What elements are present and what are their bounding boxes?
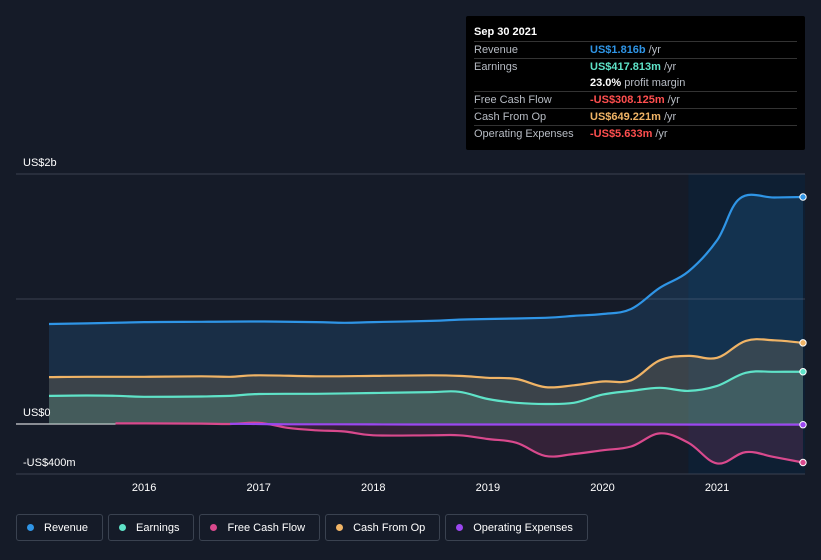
y-label-top: US$2b	[23, 157, 57, 169]
legend-label: Cash From Op	[353, 521, 426, 534]
tooltip-panel: Sep 30 2021 Revenue US$1.816b/yr Earnings U…	[466, 16, 805, 150]
revenue-area	[49, 194, 803, 424]
tooltip-row: Earnings US$417.813m/yr	[474, 58, 797, 75]
earnings-line	[48, 370, 804, 406]
tooltip-row-name: Revenue	[474, 44, 519, 56]
free-cash-flow-line	[115, 421, 804, 465]
x-tick-label: 2021	[705, 482, 729, 494]
tooltip-row-name: Free Cash Flow	[474, 94, 552, 106]
tooltip-row: Operating Expenses -US$5.633m/yr	[474, 125, 797, 142]
cash-from-op-line	[48, 338, 804, 389]
tooltip-row-unit: /yr	[667, 94, 680, 106]
earnings-end-point[interactable]	[799, 368, 807, 376]
legend: Revenue Earnings Free Cash Flow Cash From O…	[16, 514, 588, 541]
tooltip-row-name: Cash From Op	[474, 111, 547, 123]
legend-label: Earnings	[136, 521, 180, 534]
tooltip-row-unit: /yr	[663, 111, 677, 123]
earnings-area	[49, 371, 803, 424]
tooltip-row: Revenue US$1.816b/yr	[474, 41, 797, 58]
tooltip-row: 23.0% profit margin	[474, 75, 797, 91]
legend-item-revenue[interactable]: Revenue	[16, 514, 104, 541]
operating-expenses-end-point[interactable]	[799, 421, 807, 429]
tooltip-row-name	[474, 75, 590, 91]
x-tick-label: 2020	[590, 482, 614, 494]
tooltip-row: Free Cash Flow -US$308.125m/yr	[474, 91, 797, 108]
operating-expenses-line	[230, 422, 804, 426]
tooltip-date: Sep 30 2021	[474, 26, 537, 38]
legend-dot-icon	[27, 524, 34, 531]
legend-item-operating-expenses[interactable]: Operating Expenses	[445, 514, 588, 541]
tooltip-row-unit: /yr	[655, 128, 668, 140]
legend-dot-icon	[336, 524, 344, 531]
y-label-bottom: -US$400m	[23, 457, 76, 469]
tooltip-row-unit: profit margin	[624, 77, 686, 89]
legend-label: Revenue	[44, 521, 89, 534]
x-tick-label: 2019	[476, 482, 500, 494]
tooltip-row-name: Earnings	[474, 61, 518, 73]
tooltip-row-unit: /yr	[648, 44, 661, 56]
y-label-zero: US$0	[23, 407, 51, 419]
legend-item-earnings[interactable]: Earnings	[108, 514, 195, 541]
free-cash-flow-area	[115, 422, 803, 464]
cash-from-op-end-point[interactable]	[799, 339, 807, 347]
revenue-end-point[interactable]	[799, 193, 807, 201]
x-tick-label: 2018	[361, 482, 385, 494]
legend-label: Operating Expenses	[473, 521, 573, 534]
tooltip-row-value: US$417.813m	[590, 61, 661, 73]
revenue-line	[48, 193, 804, 326]
tooltip-row-value: -US$308.125m	[590, 94, 665, 106]
legend-dot-icon	[456, 524, 464, 531]
legend-item-free-cash-flow[interactable]: Free Cash Flow	[199, 514, 321, 541]
tooltip-row-value: US$649.221m	[590, 111, 661, 123]
tooltip-row-value: -US$5.633m	[590, 128, 653, 140]
tooltip-row-name: Operating Expenses	[474, 128, 574, 140]
cash-from-op-area	[49, 339, 803, 424]
x-tick-label: 2016	[132, 482, 156, 494]
free-cash-flow-end-point[interactable]	[799, 458, 807, 467]
legend-dot-icon	[119, 524, 127, 531]
x-tick-label: 2017	[246, 482, 270, 494]
tooltip-row: Cash From Op US$649.221m/yr	[474, 108, 797, 125]
legend-item-cash-from-op[interactable]: Cash From Op	[325, 514, 441, 541]
tooltip-row-unit: /yr	[663, 61, 677, 73]
legend-dot-icon	[210, 524, 218, 531]
tooltip-row-value: US$1.816b	[590, 44, 646, 56]
tooltip-row-value: 23.0%	[590, 77, 622, 89]
legend-label: Free Cash Flow	[227, 521, 306, 534]
